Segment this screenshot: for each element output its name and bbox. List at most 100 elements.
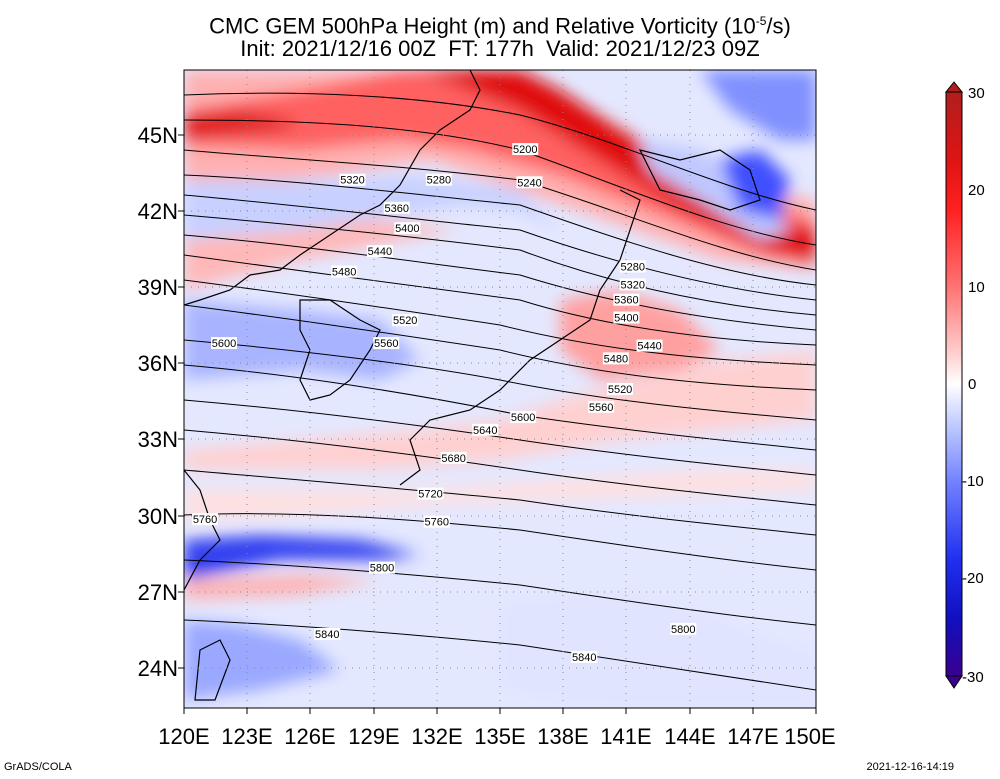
contour-label: 5600 (212, 338, 236, 350)
lon-tick-label: 135E (474, 724, 525, 749)
contour-label-bg (670, 622, 697, 635)
contour-label-bg (417, 487, 444, 500)
contour-label-bg (619, 260, 646, 273)
lon-tick-label: 144E (664, 724, 715, 749)
contour-label: 5280 (427, 175, 451, 187)
contour-label-bg (602, 352, 629, 365)
contour-label-bg (613, 311, 640, 324)
contour-label: 5560 (374, 338, 398, 350)
contour-label: 5440 (368, 246, 392, 258)
lat-tick-label: 30N (138, 504, 178, 529)
contour-label: 5240 (517, 177, 541, 189)
coastline-japan (399, 189, 641, 486)
contour-label-bg (516, 176, 543, 189)
contour-line (184, 559, 816, 626)
contour-label: 5520 (608, 384, 632, 396)
contour-label-bg (619, 278, 646, 291)
lat-tick-label: 39N (138, 275, 178, 300)
lat-tick-label: 24N (138, 656, 178, 681)
lat-tick-label: 27N (138, 580, 178, 605)
contour-label-bg (366, 245, 393, 258)
contour-line (184, 214, 816, 316)
lon-tick-label: 147E (727, 724, 778, 749)
contour-label-bg (571, 650, 598, 663)
colorbar-tick-label: -30 (962, 669, 984, 686)
contour-label-bg (369, 561, 396, 574)
contour-label-bg (383, 201, 410, 214)
lat-tick-label: 42N (138, 199, 178, 224)
contour-label: 5760 (425, 517, 449, 529)
coastline-taiwan (194, 639, 231, 701)
contour-label: 5440 (637, 341, 661, 353)
lon-tick-label: 150E (784, 724, 835, 749)
contour-label: 5400 (395, 223, 419, 235)
contour-label-bg (394, 222, 421, 235)
contour-label-bg (510, 411, 537, 424)
contour-line (184, 279, 816, 366)
colorbar-tick-label: 30 (968, 85, 985, 102)
lat-tick-label: 45N (138, 123, 178, 148)
contour-line (184, 513, 816, 571)
colorbar-tick-label: -10 (962, 473, 984, 490)
contour-label-bg (373, 337, 400, 350)
contour-label-bg (636, 339, 663, 352)
contour-label-layer: 5200524052805320536054005440548055205560… (192, 143, 697, 664)
contour-label-bg (331, 265, 358, 278)
chart-title: CMC GEM 500hPa Height (m) and Relative V… (0, 8, 1000, 39)
coastline-hokkaido (638, 149, 761, 211)
contour-label: 5720 (418, 489, 442, 501)
lon-tick-label: 123E (221, 724, 272, 749)
contour-label-bg (613, 293, 640, 306)
coastlines (184, 70, 761, 701)
lon-tick-label: 120E (158, 724, 209, 749)
contour-label-bg (425, 173, 452, 186)
footer-credit: GrADS/COLA (4, 761, 72, 773)
colorbar-bottom-arrow (945, 675, 963, 689)
lat-tick-label: 33N (138, 427, 178, 452)
contour-line (184, 429, 816, 506)
contour-label-bg (339, 173, 366, 186)
contour-line (184, 234, 816, 331)
contour-label: 5520 (393, 315, 417, 327)
contour-label-bg (314, 627, 341, 640)
chart-subtitle: Init: 2021/12/16 00Z FT: 177h Valid: 202… (240, 36, 760, 61)
contour-label-bg (211, 337, 238, 350)
title-text: CMC GEM 500hPa Height (m) and Relative V… (209, 13, 756, 39)
contour-label: 5760 (193, 514, 217, 526)
contour-label: 5680 (441, 453, 465, 465)
lat-axis: 45N 42N 39N 36N 33N 30N 27N 24N (138, 123, 184, 681)
title-units: /s) (766, 13, 791, 39)
lon-tick-label: 132E (411, 724, 462, 749)
lon-tick-label: 141E (600, 724, 651, 749)
contour-line (184, 92, 816, 211)
contour-label: 5360 (614, 295, 638, 307)
contour-line (184, 399, 816, 476)
contour-label: 5200 (513, 144, 537, 156)
contour-label: 5320 (340, 175, 364, 187)
contour-label: 5360 (385, 203, 409, 215)
contour-label-bg (607, 383, 634, 395)
contour-line (184, 339, 816, 421)
contour-label: 5560 (589, 402, 613, 414)
contour-label-bg (588, 400, 615, 413)
lon-tick-label: 129E (348, 724, 399, 749)
contour-line (184, 174, 816, 286)
contour-label: 5320 (620, 279, 644, 291)
contour-label: 5600 (511, 412, 535, 424)
contour-label: 5480 (604, 353, 628, 365)
contour-label: 5480 (332, 267, 356, 279)
colorbar-bar (945, 91, 963, 677)
title-superscript: -5 (755, 14, 767, 28)
graticule (184, 70, 816, 708)
contour-line (184, 254, 816, 346)
lon-tick-label: 126E (284, 724, 335, 749)
contour-label-bg (472, 423, 499, 436)
contour-label: 5840 (572, 652, 596, 664)
contour-line (184, 469, 816, 536)
vorticity-shading (184, 70, 816, 708)
colorbar-tick-label: 20 (968, 182, 985, 199)
lat-tick-label: 36N (138, 351, 178, 376)
contour-label-bg (192, 513, 219, 526)
contour-label: 5800 (671, 624, 695, 636)
